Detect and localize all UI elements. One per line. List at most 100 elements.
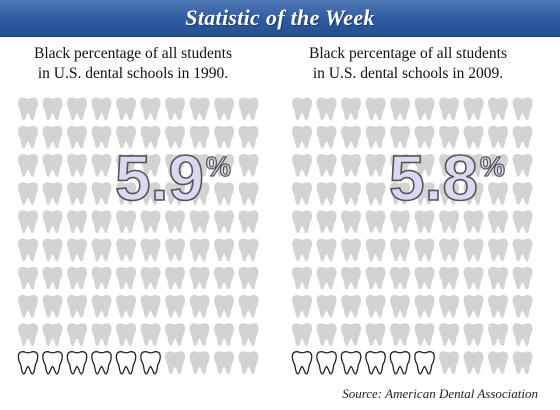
tooth-icon xyxy=(488,210,509,234)
tooth-icon xyxy=(488,97,509,121)
caption-1990-line1: Black percentage of all students xyxy=(34,45,232,62)
tooth-icon xyxy=(341,153,362,177)
tooth-icon xyxy=(238,294,259,318)
tooth-icon xyxy=(512,323,533,346)
tooth-icon xyxy=(189,153,210,177)
tooth-icon xyxy=(439,97,460,121)
tooth-icon xyxy=(365,238,386,262)
tooth-icon xyxy=(390,153,411,177)
tooth-icon xyxy=(18,266,39,290)
tooth-icon xyxy=(42,125,63,149)
tooth-icon xyxy=(292,323,313,346)
tooth-icon xyxy=(512,351,533,375)
tooth-icon xyxy=(341,97,362,121)
tooth-icon xyxy=(316,266,337,290)
tooth-icon xyxy=(165,153,186,177)
tooth-icon xyxy=(512,182,533,205)
tooth-icon xyxy=(365,294,386,318)
tooth-icon xyxy=(463,125,484,149)
tooth-icon xyxy=(42,97,63,121)
tooth-icon xyxy=(214,351,235,375)
tooth-icon xyxy=(18,182,39,205)
tooth-icon xyxy=(116,97,137,121)
tooth-icon xyxy=(365,125,386,149)
tooth-icon xyxy=(42,238,63,262)
tooth-icon xyxy=(116,266,137,290)
caption-2009: Black percentage of all students in U.S.… xyxy=(283,44,533,84)
tooth-icon xyxy=(365,210,386,234)
tooth-icon xyxy=(439,125,460,149)
tooth-icon xyxy=(512,294,533,318)
tooth-icon xyxy=(165,351,186,375)
tooth-icon xyxy=(316,97,337,121)
tooth-icon xyxy=(165,97,186,121)
tooth-icon xyxy=(189,182,210,205)
tooth-icon xyxy=(238,125,259,149)
tooth-icon-highlighted xyxy=(17,350,39,375)
caption-1990: Black percentage of all students in U.S.… xyxy=(8,44,258,84)
tooth-icon xyxy=(316,323,337,346)
tooth-icon xyxy=(341,266,362,290)
tooth-icon xyxy=(42,294,63,318)
tooth-icon xyxy=(463,97,484,121)
tooth-icon xyxy=(140,266,161,290)
tooth-icon xyxy=(165,182,186,205)
tooth-icon xyxy=(341,238,362,262)
tooth-icon xyxy=(238,238,259,262)
tooth-icon xyxy=(512,153,533,177)
tooth-icon xyxy=(214,266,235,290)
tooth-icon xyxy=(292,182,313,205)
tooth-icon xyxy=(316,238,337,262)
tooth-icon xyxy=(91,323,112,346)
tooth-icon xyxy=(341,125,362,149)
tooth-icon xyxy=(189,97,210,121)
tooth-icon xyxy=(116,210,137,234)
tooth-icon xyxy=(414,238,435,262)
tooth-icon xyxy=(165,125,186,149)
tooth-icon xyxy=(140,125,161,149)
tooth-icon xyxy=(214,97,235,121)
tooth-icon xyxy=(91,182,112,205)
tooth-icon xyxy=(365,153,386,177)
tooth-icon xyxy=(91,210,112,234)
tooth-icon xyxy=(238,153,259,177)
tooth-icon xyxy=(316,153,337,177)
tooth-icon xyxy=(488,266,509,290)
tooth-icon xyxy=(18,238,39,262)
tooth-icon xyxy=(463,182,484,205)
tooth-icon xyxy=(42,266,63,290)
tooth-icon xyxy=(116,294,137,318)
tooth-icon xyxy=(341,294,362,318)
page-title: Statistic of the Week xyxy=(185,5,375,30)
tooth-icon xyxy=(414,323,435,346)
tooth-icon xyxy=(42,323,63,346)
tooth-icon xyxy=(165,294,186,318)
tooth-icon xyxy=(488,294,509,318)
tooth-icon xyxy=(341,182,362,205)
tooth-icon xyxy=(238,97,259,121)
tooth-icon xyxy=(414,210,435,234)
tooth-icon xyxy=(140,97,161,121)
tooth-icon xyxy=(439,182,460,205)
tooth-icon xyxy=(341,210,362,234)
header-banner: Statistic of the Week xyxy=(0,0,560,37)
pictograph-2009: 5.8 % xyxy=(291,97,533,375)
tooth-icon xyxy=(390,238,411,262)
tooth-icon xyxy=(414,153,435,177)
tooth-icon xyxy=(67,125,88,149)
tooth-icon xyxy=(238,182,259,205)
tooth-icon xyxy=(414,125,435,149)
tooth-icon xyxy=(238,323,259,346)
tooth-icon xyxy=(488,125,509,149)
tooth-icon xyxy=(463,351,484,375)
tooth-icon xyxy=(341,323,362,346)
tooth-icon xyxy=(488,153,509,177)
tooth-icon xyxy=(488,238,509,262)
tooth-icon xyxy=(439,294,460,318)
caption-1990-line2: in U.S. dental schools in 1990. xyxy=(37,65,229,82)
tooth-icon xyxy=(189,351,210,375)
tooth-icon xyxy=(512,238,533,262)
tooth-icon-highlighted xyxy=(340,350,362,375)
tooth-icon xyxy=(67,97,88,121)
tooth-icon xyxy=(189,238,210,262)
